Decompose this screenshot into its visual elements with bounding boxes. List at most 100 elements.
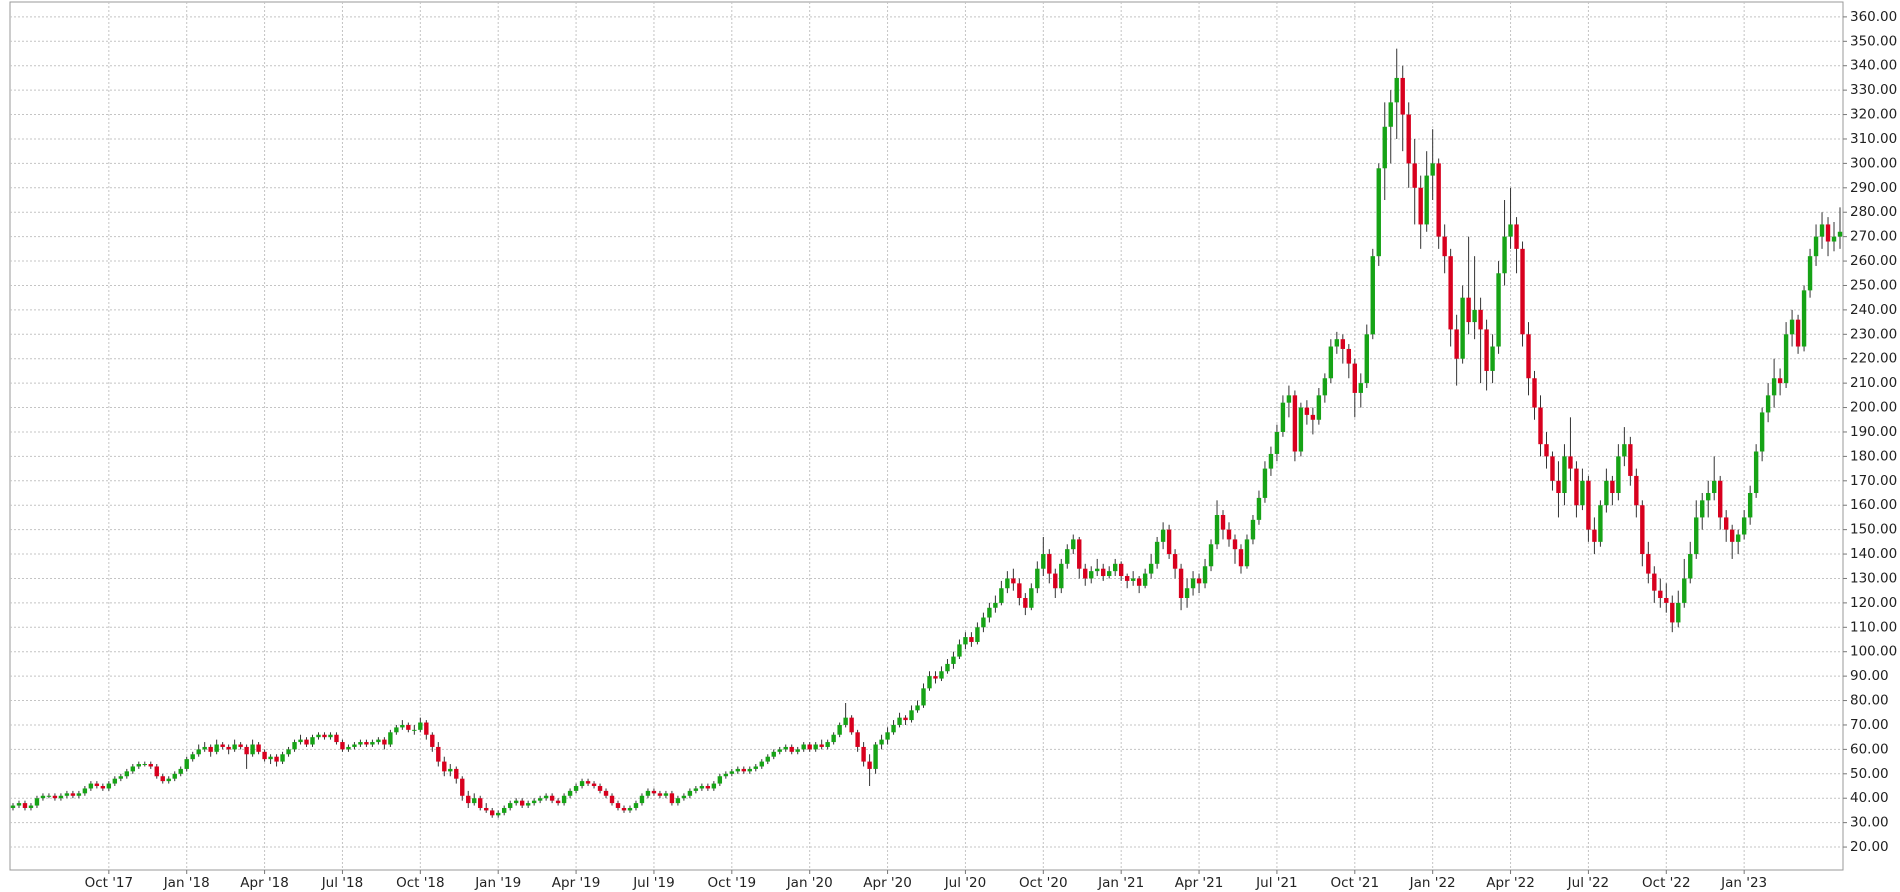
candle-body bbox=[1502, 236, 1507, 274]
candle-body bbox=[1370, 256, 1375, 335]
candle-body bbox=[1813, 236, 1819, 257]
y-tick-label: 190.00 bbox=[1850, 424, 1897, 440]
candle-body bbox=[1364, 334, 1369, 384]
y-tick-label: 200.00 bbox=[1850, 400, 1897, 416]
x-tick-label: Jan '20 bbox=[786, 875, 833, 891]
x-tick-label: Jan '19 bbox=[474, 875, 521, 891]
candle-body bbox=[519, 800, 525, 806]
candle-body bbox=[1340, 339, 1346, 349]
candle-body bbox=[831, 734, 836, 743]
candle-body bbox=[975, 627, 980, 642]
candle-body bbox=[1358, 383, 1363, 393]
candle-body bbox=[1753, 451, 1759, 494]
candle-body bbox=[1011, 578, 1016, 584]
candle-body bbox=[1700, 500, 1705, 518]
y-tick-label: 80.00 bbox=[1850, 693, 1889, 709]
y-tick-label: 270.00 bbox=[1850, 229, 1897, 245]
candle-body bbox=[316, 734, 321, 738]
candle-body bbox=[603, 790, 609, 796]
candle-body bbox=[1136, 578, 1142, 586]
candle-body bbox=[1514, 224, 1519, 249]
candle-body bbox=[537, 798, 543, 801]
candle-body bbox=[292, 742, 297, 750]
y-tick-label: 300.00 bbox=[1850, 155, 1897, 171]
candle-body bbox=[1101, 568, 1106, 577]
candle-body bbox=[1172, 554, 1178, 569]
candle-body bbox=[478, 798, 483, 808]
candle-body bbox=[1268, 453, 1274, 469]
y-tick-label: 310.00 bbox=[1850, 131, 1897, 147]
candle-body bbox=[1508, 224, 1513, 237]
candle-body bbox=[472, 798, 477, 804]
candle-body bbox=[1526, 334, 1531, 379]
candle-body bbox=[1706, 493, 1711, 501]
y-tick-label: 20.00 bbox=[1850, 839, 1889, 855]
candle-body bbox=[196, 749, 201, 755]
x-tick-label: Apr '21 bbox=[1175, 875, 1224, 891]
candle-body bbox=[717, 776, 723, 784]
candle-body bbox=[1478, 309, 1483, 330]
candle-body bbox=[1130, 578, 1136, 581]
candle-body bbox=[424, 722, 429, 735]
candle-body bbox=[1454, 329, 1459, 359]
candle-body bbox=[52, 795, 58, 799]
candle-body bbox=[945, 663, 950, 672]
candle-body bbox=[142, 764, 147, 766]
candle-body bbox=[507, 803, 513, 808]
y-tick-label: 170.00 bbox=[1850, 473, 1897, 489]
candle-body bbox=[268, 756, 273, 760]
candle-body bbox=[987, 607, 992, 618]
candle-body bbox=[112, 778, 118, 784]
candle-body bbox=[1202, 566, 1208, 584]
candle-body bbox=[184, 759, 189, 769]
candle-body bbox=[1448, 256, 1453, 330]
candle-body bbox=[1089, 571, 1094, 579]
candle-body bbox=[394, 727, 399, 733]
candles bbox=[10, 48, 1843, 818]
candle-body bbox=[561, 795, 567, 804]
candle-body bbox=[933, 676, 938, 679]
candle-body bbox=[1759, 412, 1765, 452]
x-tick-label: Oct '20 bbox=[1019, 875, 1068, 891]
candle-body bbox=[1178, 568, 1184, 599]
candle-body bbox=[747, 768, 752, 772]
candle-body bbox=[1430, 163, 1435, 176]
candle-body bbox=[1741, 517, 1747, 535]
candle-body bbox=[88, 783, 94, 789]
candle-body bbox=[1664, 598, 1669, 603]
x-tick-label: Jul '20 bbox=[944, 875, 986, 891]
candle-body bbox=[1184, 588, 1190, 599]
candle-body bbox=[1646, 554, 1651, 574]
candle-body bbox=[1262, 468, 1268, 498]
y-tick-label: 40.00 bbox=[1850, 790, 1889, 806]
candle-body bbox=[1029, 588, 1034, 608]
candle-body bbox=[172, 773, 177, 779]
candle-body bbox=[1496, 273, 1501, 347]
candle-body bbox=[136, 764, 141, 767]
y-tick-label: 230.00 bbox=[1850, 326, 1897, 342]
candle-body bbox=[310, 737, 315, 745]
candle-body bbox=[214, 744, 219, 752]
candle-body bbox=[34, 798, 40, 806]
candle-body bbox=[1214, 514, 1220, 545]
candle-body bbox=[567, 790, 573, 796]
candle-body bbox=[1406, 114, 1411, 164]
candle-body bbox=[274, 756, 279, 762]
candle-body bbox=[46, 795, 52, 797]
candle-body bbox=[202, 746, 207, 750]
candle-body bbox=[1592, 529, 1597, 542]
candle-body bbox=[927, 676, 932, 689]
candle-body bbox=[1628, 444, 1633, 476]
candle-body bbox=[64, 793, 70, 796]
candle-body bbox=[376, 739, 381, 743]
candle-body bbox=[1160, 529, 1166, 542]
candle-body bbox=[1304, 407, 1310, 415]
candle-body bbox=[1729, 529, 1735, 542]
candle-body bbox=[735, 768, 741, 772]
candle-body bbox=[418, 722, 423, 730]
candle-body bbox=[1688, 554, 1693, 579]
candle-body bbox=[244, 746, 249, 755]
candle-body bbox=[597, 786, 603, 791]
candle-body bbox=[1238, 549, 1244, 567]
candle-body bbox=[1604, 480, 1609, 506]
